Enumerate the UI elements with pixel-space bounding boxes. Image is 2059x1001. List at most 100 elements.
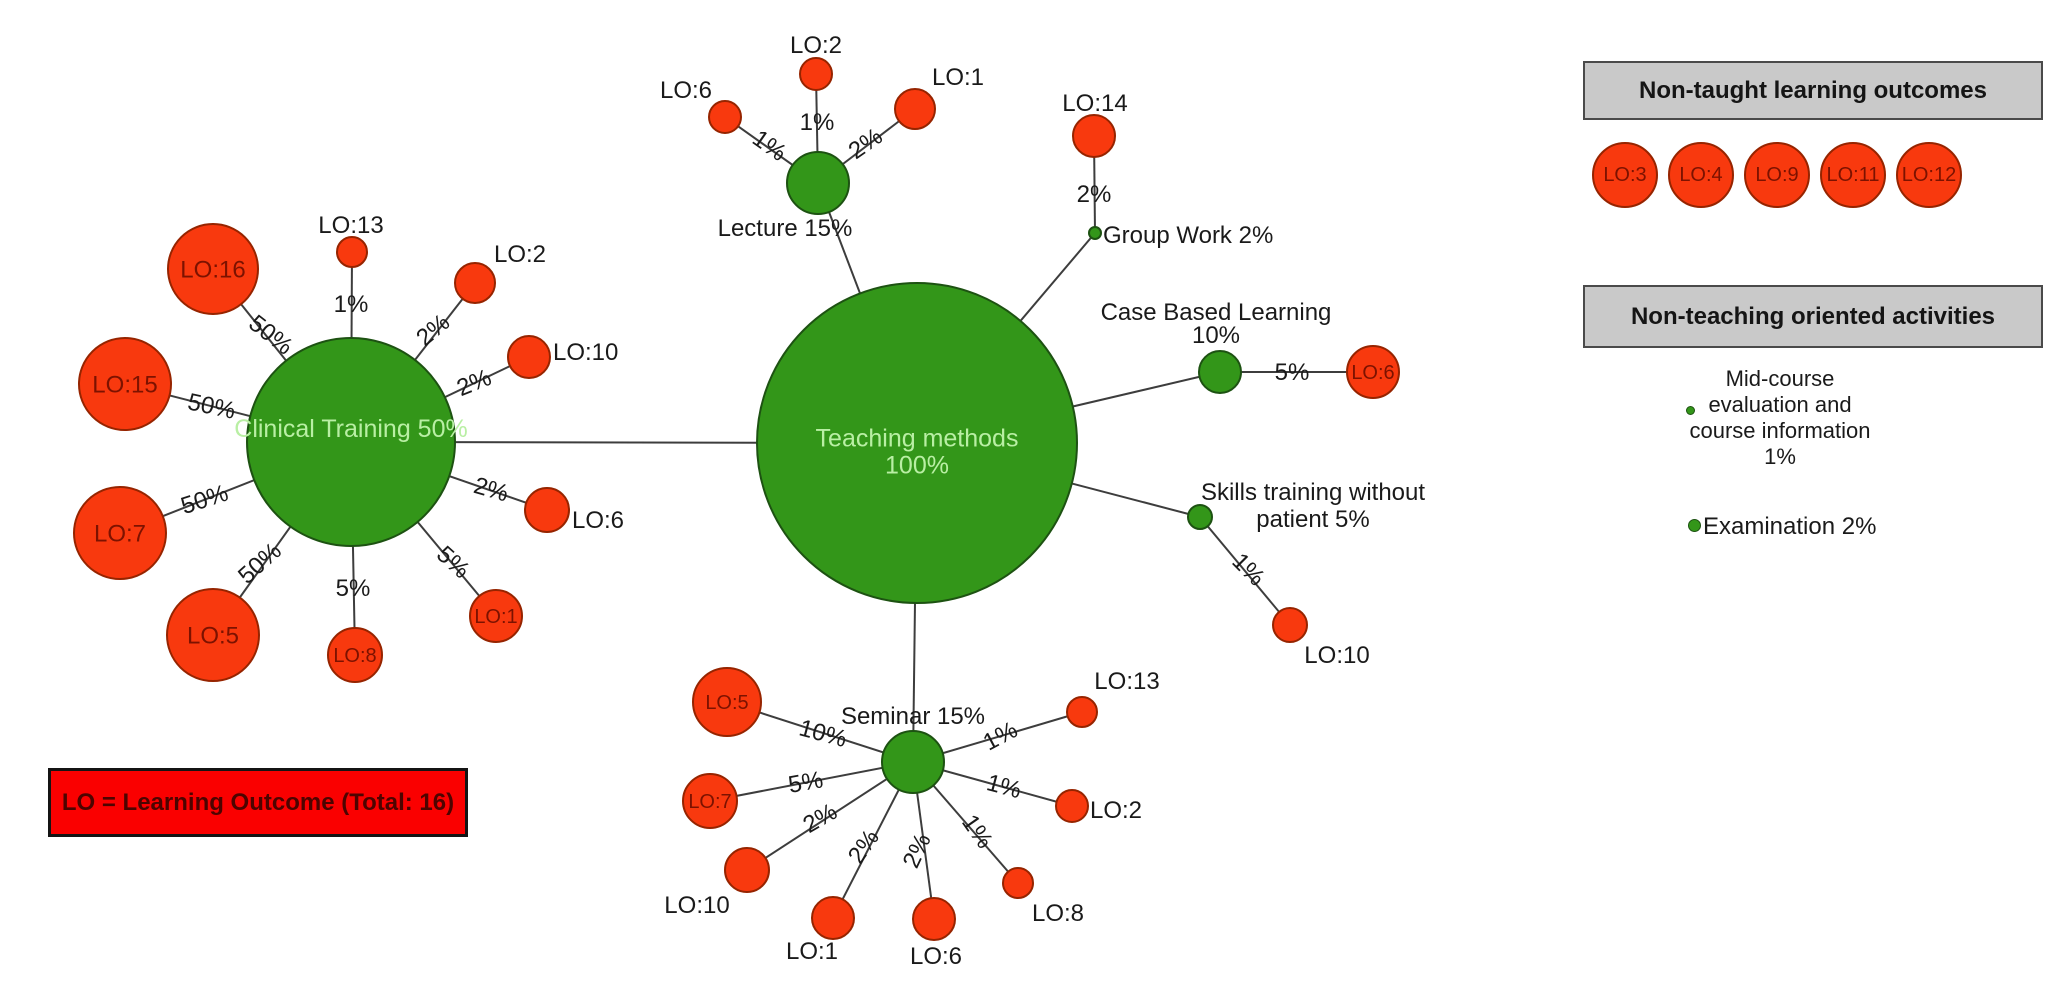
label-clinical: Clinical Training 50% (234, 415, 467, 443)
edge-label-seminar-sem-lo8: 1% (956, 810, 998, 854)
label-skills: Skills training without patient 5% (1201, 479, 1425, 533)
label-cl-lo2: LO:2 (494, 241, 546, 268)
label-sem-lo5: LO:5 (705, 692, 748, 714)
label-sem-lo2: LO:2 (1090, 797, 1142, 824)
edge-label-clinical-cl-lo8: 5% (336, 575, 371, 602)
node-sem-lo7 (682, 773, 738, 829)
node-cl-lo13 (336, 236, 368, 268)
node-lec-lo2 (799, 57, 833, 91)
label-lecture: Lecture 15% (718, 215, 853, 242)
label-sem-lo6: LO:6 (910, 943, 962, 970)
node-lec-lo1 (894, 88, 936, 130)
edge-label-clinical-cl-lo10: 2% (453, 364, 495, 402)
label-casebased: Case Based Learning 10% (1101, 299, 1332, 349)
non-taught-outcome-lo12: LO:12 (1896, 142, 1962, 208)
node-sem-lo5 (692, 667, 762, 737)
node-cl-lo8 (327, 627, 383, 683)
label-cl-lo8: LO:8 (333, 645, 376, 667)
edge-label-clinical-cl-lo13: 1% (334, 291, 369, 318)
label-cl-lo10: LO:10 (553, 339, 618, 366)
non-taught-outcomes-header: Non-taught learning outcomes (1583, 61, 2043, 120)
label-cl-lo5: LO:5 (187, 622, 239, 649)
node-gw-lo14 (1072, 114, 1116, 158)
edge-label-seminar-sem-lo2: 1% (984, 769, 1024, 804)
edge-label-clinical-cl-lo7: 50% (178, 480, 232, 521)
edge-label-groupwork-gw-lo14: 2% (1077, 181, 1112, 208)
examination-note: Examination 2% (1703, 513, 1877, 540)
label-cl-lo15: LO:15 (92, 371, 157, 398)
node-cl-lo10 (507, 335, 551, 379)
non-taught-outcome-lo4: LO:4 (1668, 142, 1734, 208)
label-gw-lo14: LO:14 (1062, 90, 1127, 117)
edge-label-clinical-cl-lo2: 2% (411, 309, 455, 352)
node-cl-lo5 (166, 588, 260, 682)
node-cl-lo7 (73, 486, 167, 580)
label-seminar: Seminar 15% (841, 703, 985, 730)
node-clinical (246, 337, 456, 547)
node-cl-lo2 (454, 262, 496, 304)
edge-label-clinical-cl-lo5: 50% (233, 537, 287, 589)
label-lec-lo6: LO:6 (660, 77, 712, 104)
node-skills (1187, 504, 1213, 530)
midcourse-line: course information (1689, 418, 1871, 443)
node-cbl-lo6 (1346, 345, 1400, 399)
label-lec-lo1: LO:1 (932, 64, 984, 91)
label-sem-lo13: LO:13 (1094, 668, 1159, 695)
label-cl-lo1: LO:1 (474, 606, 517, 628)
node-sk-lo10 (1272, 607, 1308, 643)
non-teaching-activities-header: Non-teaching oriented activities (1583, 285, 2043, 348)
non-taught-outcome-lo3: LO:3 (1592, 142, 1658, 208)
node-seminar (881, 730, 945, 794)
midcourse-line: Mid-course (1725, 366, 1835, 391)
label-sem-lo8: LO:8 (1032, 900, 1084, 927)
label-cl-lo13: LO:13 (318, 212, 383, 239)
non-taught-outcomes-row: LO:3 LO:4 LO:9 LO:11 LO:12 (1592, 142, 1962, 208)
edge-seminar-sem-lo10 (746, 761, 914, 871)
edge-label-lecture-lec-lo2: 1% (800, 109, 835, 136)
node-groupwork (1088, 226, 1102, 240)
edge-label-seminar-sem-lo13: 1% (979, 716, 1022, 756)
node-lec-lo6 (708, 100, 742, 134)
label-cl-lo6: LO:6 (572, 507, 624, 534)
edge-label-skills-sk-lo10: 1% (1226, 548, 1270, 592)
node-sem-lo13 (1066, 696, 1098, 728)
label-sem-lo10: LO:10 (664, 892, 729, 919)
node-teaching (756, 282, 1078, 604)
non-taught-outcome-lo11: LO:11 (1820, 142, 1886, 208)
midcourse-line: evaluation and (1708, 392, 1852, 417)
node-casebased (1198, 350, 1242, 394)
node-sem-lo6 (912, 897, 956, 941)
midcourse-line: 1% (1764, 444, 1796, 469)
label-sem-lo7: LO:7 (688, 791, 731, 813)
edge-label-clinical-cl-lo6: 2% (471, 472, 512, 508)
label-cbl-lo6: LO:6 (1351, 362, 1394, 384)
edge-label-casebased-cbl-lo6: 5% (1275, 359, 1310, 386)
legend-box: LO = Learning Outcome (Total: 16) (48, 768, 468, 837)
label-cl-lo7: LO:7 (94, 520, 146, 547)
node-cl-lo1 (469, 589, 523, 643)
label-lec-lo2: LO:2 (790, 32, 842, 59)
edge-label-clinical-cl-lo15: 50% (185, 388, 238, 424)
midcourse-dot (1686, 406, 1695, 415)
node-lecture (786, 151, 850, 215)
edge-seminar-sem-lo7 (709, 761, 914, 802)
label-teaching: Teaching methods 100% (816, 424, 1019, 479)
label-sem-lo1: LO:1 (786, 938, 838, 965)
label-sk-lo10: LO:10 (1304, 642, 1369, 669)
node-cl-lo15 (78, 337, 172, 431)
node-cl-lo6 (524, 487, 570, 533)
non-taught-outcome-lo9: LO:9 (1744, 142, 1810, 208)
node-cl-lo16 (167, 223, 259, 315)
midcourse-note: Mid-course evaluation and course informa… (1680, 366, 1880, 470)
label-cl-lo16: LO:16 (180, 256, 245, 283)
label-groupwork: Group Work 2% (1103, 222, 1273, 249)
edge-label-seminar-sem-lo6: 2% (898, 829, 937, 872)
edge-label-seminar-sem-lo7: 5% (786, 766, 825, 799)
node-sem-lo8 (1002, 867, 1034, 899)
edge-skills-sk-lo10 (1199, 516, 1291, 626)
node-sem-lo2 (1055, 789, 1089, 823)
node-sem-lo10 (724, 847, 770, 893)
examination-dot (1688, 519, 1701, 532)
